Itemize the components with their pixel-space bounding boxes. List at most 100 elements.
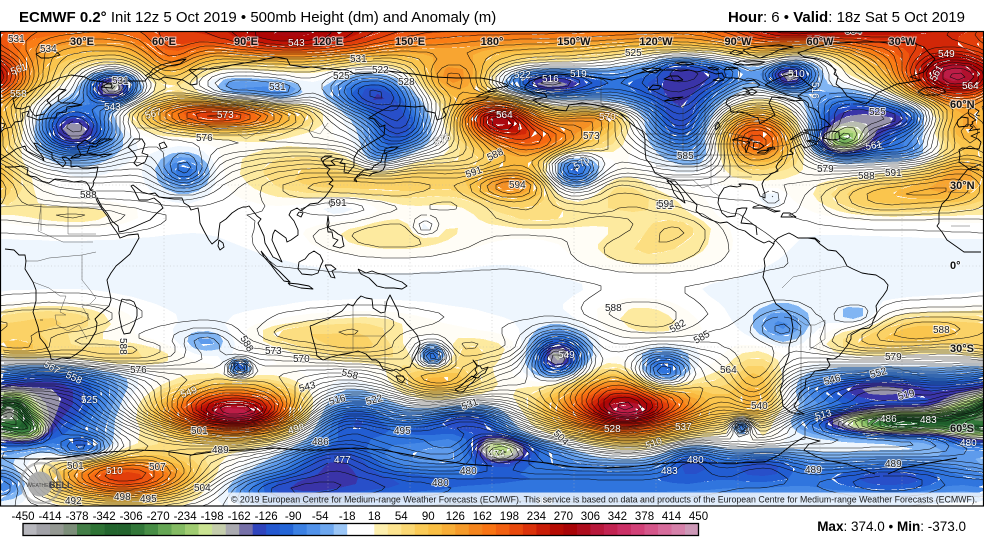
svg-text:477: 477 — [334, 455, 351, 466]
svg-text:564: 564 — [496, 110, 513, 121]
svg-text:528: 528 — [398, 77, 415, 88]
svg-text:489: 489 — [885, 459, 902, 470]
svg-text:564: 564 — [720, 365, 737, 376]
svg-text:60°N: 60°N — [950, 99, 975, 111]
svg-text:489: 489 — [805, 465, 822, 476]
svg-text:474: 474 — [488, 449, 505, 460]
svg-text:522: 522 — [514, 70, 531, 81]
svg-text:591: 591 — [885, 168, 902, 179]
svg-text:90°W: 90°W — [724, 36, 752, 48]
svg-text:576: 576 — [196, 133, 213, 144]
svg-text:0°: 0° — [950, 260, 961, 272]
svg-text:564: 564 — [962, 81, 979, 92]
svg-text:120°W: 120°W — [639, 36, 673, 48]
svg-text:30°W: 30°W — [888, 36, 916, 48]
svg-text:525: 525 — [869, 107, 886, 118]
svg-text:507: 507 — [149, 462, 166, 473]
svg-text:495: 495 — [394, 426, 411, 437]
svg-text:198: 198 — [500, 511, 519, 523]
svg-text:498: 498 — [114, 492, 131, 503]
svg-text:519: 519 — [570, 69, 587, 80]
svg-text:573: 573 — [217, 110, 234, 121]
svg-text:588: 588 — [605, 303, 622, 314]
svg-text:486: 486 — [880, 414, 897, 425]
svg-text:579: 579 — [885, 352, 902, 363]
svg-text:Max: 374.0 • Min: -373.0: Max: 374.0 • Min: -373.0 — [817, 519, 966, 534]
svg-text:492: 492 — [65, 496, 82, 507]
svg-text:-198: -198 — [201, 511, 224, 523]
svg-text:-378: -378 — [65, 511, 88, 523]
svg-text:306: 306 — [581, 511, 600, 523]
svg-text:30°E: 30°E — [70, 36, 94, 48]
svg-text:561: 561 — [865, 139, 884, 153]
svg-text:525: 525 — [81, 395, 98, 406]
svg-text:60°S: 60°S — [950, 423, 974, 435]
svg-text:150°W: 150°W — [557, 36, 591, 48]
svg-text:510: 510 — [788, 69, 805, 80]
svg-text:480: 480 — [687, 455, 704, 466]
svg-text:-18: -18 — [339, 511, 356, 523]
svg-text:540: 540 — [751, 401, 768, 412]
svg-text:567: 567 — [144, 107, 163, 122]
svg-text:60°E: 60°E — [152, 36, 176, 48]
svg-text:573: 573 — [265, 346, 282, 357]
svg-text:54: 54 — [395, 511, 408, 523]
svg-text:-54: -54 — [312, 511, 329, 523]
svg-text:414: 414 — [662, 511, 682, 523]
svg-text:552: 552 — [869, 366, 888, 381]
svg-text:588: 588 — [933, 325, 950, 336]
svg-text:BELL: BELL — [49, 480, 73, 490]
svg-text:480: 480 — [432, 478, 449, 489]
svg-text:591: 591 — [330, 198, 347, 209]
svg-text:522: 522 — [365, 393, 384, 408]
svg-text:18: 18 — [368, 511, 381, 523]
svg-text:549: 549 — [938, 49, 955, 60]
svg-text:504: 504 — [194, 483, 211, 494]
svg-text:579: 579 — [817, 164, 834, 175]
svg-text:-342: -342 — [93, 511, 116, 523]
svg-text:573: 573 — [583, 131, 600, 142]
svg-text:90: 90 — [422, 511, 435, 523]
svg-text:531: 531 — [269, 82, 286, 93]
svg-text:531: 531 — [350, 54, 367, 65]
svg-text:513: 513 — [814, 408, 833, 423]
svg-text:591: 591 — [656, 201, 673, 212]
svg-text:150°E: 150°E — [395, 36, 425, 48]
svg-text:-234: -234 — [174, 511, 198, 523]
svg-text:531: 531 — [8, 34, 25, 45]
svg-text:ECMWF 0.2° Init 12z 5 Oct 2019: ECMWF 0.2° Init 12z 5 Oct 2019 • 500mb H… — [19, 9, 496, 26]
svg-text:234: 234 — [527, 511, 547, 523]
svg-text:558: 558 — [10, 89, 27, 100]
svg-text:486: 486 — [312, 437, 329, 448]
svg-text:© 2019 European Centre for Med: © 2019 European Centre for Medium-range … — [231, 495, 977, 505]
svg-text:30°S: 30°S — [950, 343, 974, 355]
svg-text:537: 537 — [675, 422, 692, 433]
svg-text:270: 270 — [554, 511, 573, 523]
svg-text:549: 549 — [558, 350, 575, 361]
svg-text:Hour: 6 • Valid: 18z Sat 5 Oct: Hour: 6 • Valid: 18z Sat 5 Oct 2019 — [728, 9, 965, 26]
svg-text:543: 543 — [298, 380, 317, 395]
svg-text:588: 588 — [80, 190, 97, 201]
svg-text:60°W: 60°W — [806, 36, 834, 48]
svg-text:30°N: 30°N — [950, 180, 975, 192]
svg-text:591: 591 — [658, 199, 675, 210]
svg-text:480: 480 — [960, 438, 977, 449]
svg-text:543: 543 — [104, 102, 121, 113]
svg-text:483: 483 — [920, 415, 937, 426]
svg-text:588: 588 — [858, 171, 875, 182]
svg-text:516: 516 — [328, 393, 347, 408]
svg-text:534: 534 — [40, 44, 57, 55]
svg-text:570: 570 — [599, 112, 616, 123]
svg-text:546: 546 — [823, 373, 842, 388]
svg-text:342: 342 — [608, 511, 627, 523]
svg-text:501: 501 — [67, 461, 84, 472]
svg-text:516: 516 — [542, 74, 559, 85]
svg-text:558: 558 — [340, 367, 359, 382]
svg-text:120°E: 120°E — [313, 36, 343, 48]
svg-text:378: 378 — [635, 511, 654, 523]
svg-text:501: 501 — [191, 426, 208, 437]
svg-text:-270: -270 — [147, 511, 170, 523]
svg-text:516: 516 — [809, 82, 820, 99]
svg-text:588: 588 — [117, 338, 128, 355]
svg-text:534: 534 — [845, 26, 862, 37]
